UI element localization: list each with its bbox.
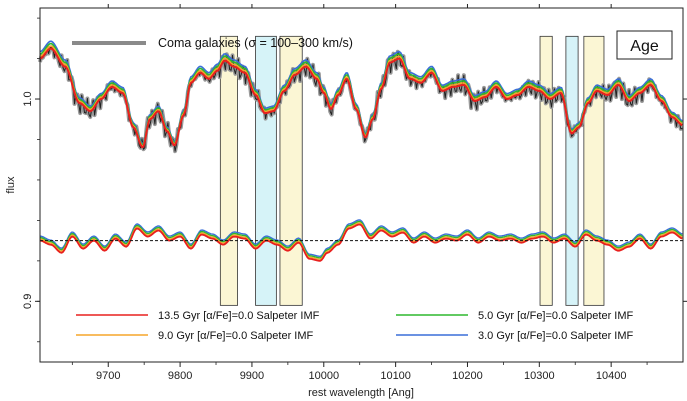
x-tick-label: 10200 — [452, 370, 483, 382]
index-band-6 — [583, 35, 605, 306]
x-tick-label: 10000 — [308, 370, 339, 382]
residual-line-2 — [39, 222, 683, 260]
legend-label-4: 3.0 Gyr [α/Fe]=0.0 Salpeter IMF — [478, 330, 634, 342]
legend-label-1: 13.5 Gyr [α/Fe]=0.0 Salpeter IMF — [158, 310, 320, 322]
residual-line-3 — [39, 220, 683, 259]
y-tick-label: 1.0 — [22, 91, 34, 106]
spectrum-series — [38, 40, 683, 262]
header-legend: Coma galaxies (σ = 100–300 km/s) Age — [72, 30, 673, 60]
age-label: Age — [630, 38, 659, 55]
x-tick-label: 10300 — [524, 370, 555, 382]
model-spectrum-line-1 — [39, 47, 683, 149]
x-tick-label: 9900 — [240, 370, 264, 382]
x-axis-title: rest wavelength [Ang] — [308, 387, 414, 399]
legend-label-3: 5.0 Gyr [α/Fe]=0.0 Salpeter IMF — [478, 310, 634, 322]
x-tick-label: 9800 — [168, 370, 192, 382]
axes: 9700 9800 9900 10000 10100 10200 10300 10400 0.9… — [22, 4, 687, 382]
residual-line-1 — [39, 223, 683, 262]
index-band-5 — [565, 35, 579, 306]
age-label-box — [616, 30, 673, 60]
x-tick-label: 10400 — [596, 370, 627, 382]
plot-frame — [39, 7, 684, 363]
index-band-4 — [539, 35, 553, 306]
x-tick-label: 9700 — [96, 370, 120, 382]
x-tick-label: 10100 — [380, 370, 411, 382]
index-band-2 — [255, 35, 277, 306]
residual-line-4 — [39, 219, 683, 257]
y-tick-label: 0.9 — [22, 294, 34, 309]
header-legend-label: Coma galaxies (σ = 100–300 km/s) — [158, 36, 353, 50]
legend: 13.5 Gyr [α/Fe]=0.0 Salpeter IMF 9.0 Gyr … — [76, 310, 634, 342]
legend-label-2: 9.0 Gyr [α/Fe]=0.0 Salpeter IMF — [158, 330, 314, 342]
index-band-1 — [219, 35, 238, 306]
y-axis-title: flux — [5, 176, 17, 194]
